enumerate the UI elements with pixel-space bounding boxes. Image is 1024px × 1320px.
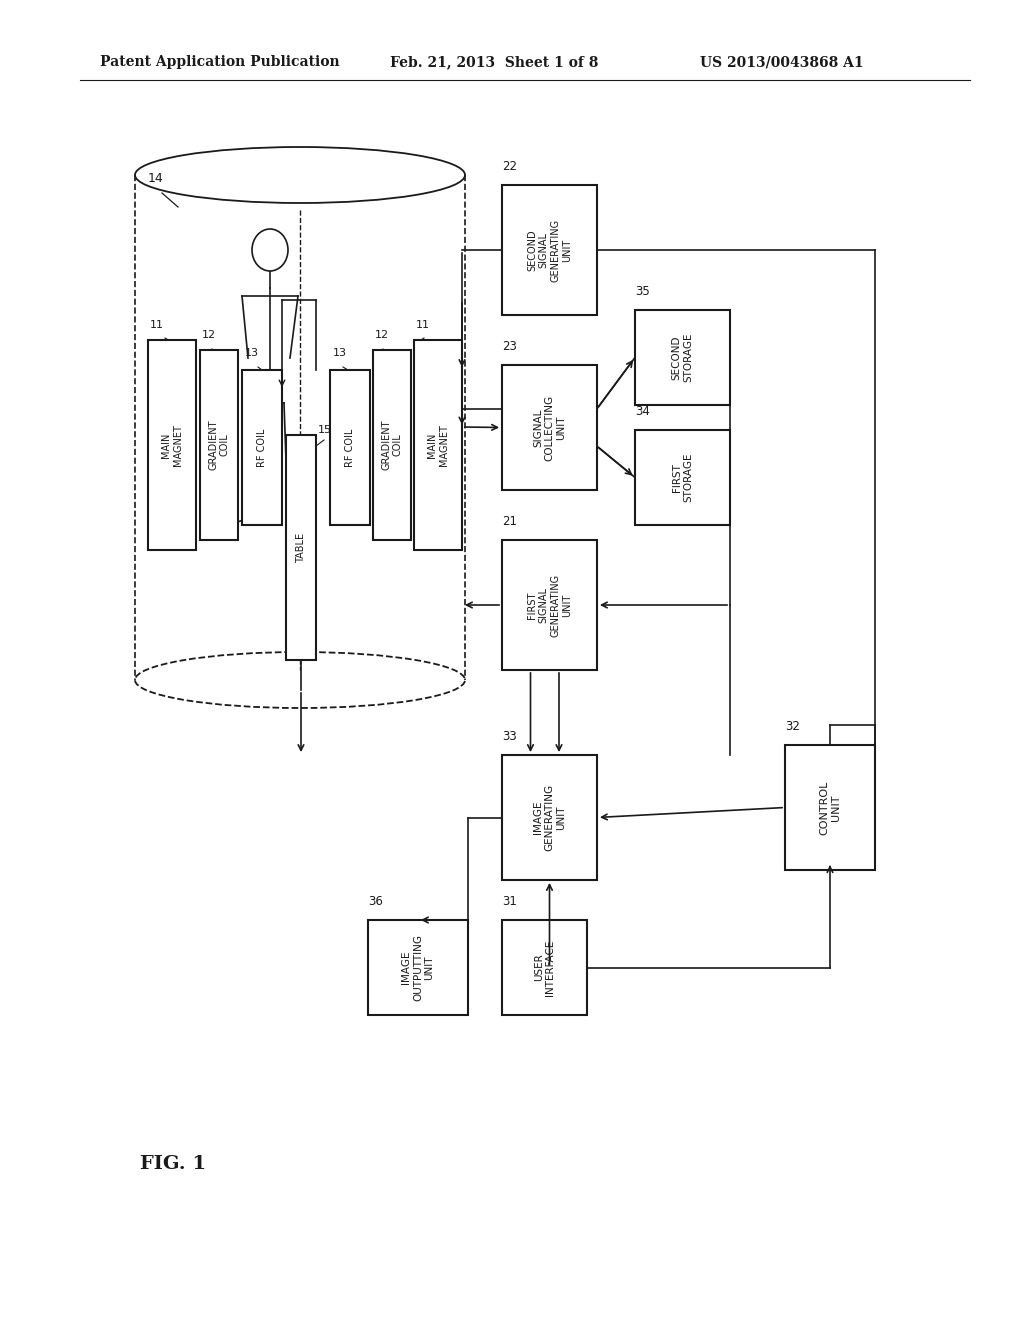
Text: 12: 12 xyxy=(375,330,389,341)
Text: 13: 13 xyxy=(245,348,259,358)
Text: 36: 36 xyxy=(368,895,383,908)
Bar xyxy=(785,744,874,870)
Text: GRADIENT
COIL: GRADIENT COIL xyxy=(381,420,402,470)
Text: FIG. 1: FIG. 1 xyxy=(140,1155,206,1173)
Bar xyxy=(242,370,282,525)
Text: 32: 32 xyxy=(785,719,800,733)
Bar xyxy=(635,310,730,405)
Text: 11: 11 xyxy=(150,319,164,330)
Text: SECOND
STORAGE: SECOND STORAGE xyxy=(672,333,693,383)
Text: IMAGE
GENERATING
UNIT: IMAGE GENERATING UNIT xyxy=(532,784,566,851)
Text: RF COIL: RF COIL xyxy=(345,428,355,467)
Text: TABLE: TABLE xyxy=(296,532,306,562)
Ellipse shape xyxy=(135,147,465,203)
Text: 13: 13 xyxy=(333,348,347,358)
Text: CONTROL
UNIT: CONTROL UNIT xyxy=(819,780,841,834)
Text: MAIN
MAGNET: MAIN MAGNET xyxy=(161,424,183,466)
Text: 21: 21 xyxy=(502,515,517,528)
Bar xyxy=(286,436,316,660)
Text: US 2013/0043868 A1: US 2013/0043868 A1 xyxy=(700,55,863,69)
Text: 31: 31 xyxy=(502,895,517,908)
Text: FIRST
STORAGE: FIRST STORAGE xyxy=(672,453,693,502)
Text: FIRST
SIGNAL
GENERATING
UNIT: FIRST SIGNAL GENERATING UNIT xyxy=(527,573,571,636)
Text: MAIN
MAGNET: MAIN MAGNET xyxy=(427,424,449,466)
Bar xyxy=(502,755,597,880)
Ellipse shape xyxy=(252,228,288,271)
Text: SIGNAL
COLLECTING
UNIT: SIGNAL COLLECTING UNIT xyxy=(532,395,566,461)
Text: 14: 14 xyxy=(148,172,164,185)
Text: GRADIENT
COIL: GRADIENT COIL xyxy=(208,420,229,470)
Bar xyxy=(502,540,597,671)
Bar xyxy=(148,341,196,550)
Bar xyxy=(502,366,597,490)
Text: 12: 12 xyxy=(202,330,216,341)
Bar xyxy=(200,350,238,540)
Bar xyxy=(330,370,370,525)
Ellipse shape xyxy=(135,652,465,708)
Bar xyxy=(502,185,597,315)
Bar xyxy=(414,341,462,550)
Text: 34: 34 xyxy=(635,405,650,418)
Text: 15: 15 xyxy=(318,425,332,436)
Bar xyxy=(635,430,730,525)
Text: 33: 33 xyxy=(502,730,517,743)
Text: 22: 22 xyxy=(502,160,517,173)
Bar xyxy=(373,350,411,540)
Text: 11: 11 xyxy=(416,319,430,330)
Text: SECOND
SIGNAL
GENERATING
UNIT: SECOND SIGNAL GENERATING UNIT xyxy=(527,218,571,281)
Bar xyxy=(502,920,587,1015)
Text: Patent Application Publication: Patent Application Publication xyxy=(100,55,340,69)
Text: IMAGE
OUTPUTTING
UNIT: IMAGE OUTPUTTING UNIT xyxy=(401,935,434,1001)
Text: USER
INTERFACE: USER INTERFACE xyxy=(534,940,555,995)
Text: Feb. 21, 2013  Sheet 1 of 8: Feb. 21, 2013 Sheet 1 of 8 xyxy=(390,55,598,69)
Text: RF COIL: RF COIL xyxy=(257,428,267,467)
Bar xyxy=(368,920,468,1015)
Text: 35: 35 xyxy=(635,285,650,298)
Text: 23: 23 xyxy=(502,341,517,352)
